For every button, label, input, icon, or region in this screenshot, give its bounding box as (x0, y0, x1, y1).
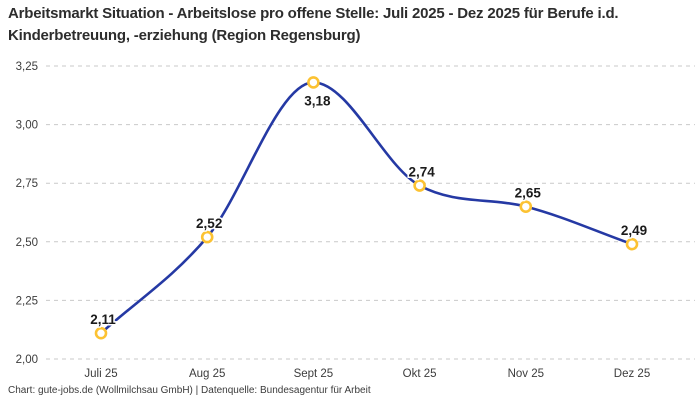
y-axis-tick-label: 3,00 (16, 120, 38, 132)
series-line (99, 81, 634, 335)
x-axis-tick-label: Okt 25 (403, 368, 437, 380)
data-point-label: 2,74 (408, 165, 435, 180)
data-point-label: 2,11 (90, 312, 116, 327)
y-axis-tick-label: 2,75 (16, 178, 38, 190)
attribution-footer: Chart: gute-jobs.de (Wollmilchsau GmbH) … (8, 385, 371, 396)
x-axis-tick-label: Juli 25 (84, 368, 117, 380)
data-point-marker (519, 200, 533, 213)
data-point-marker (307, 76, 320, 89)
x-axis-tick-label: Sept 25 (294, 368, 334, 380)
data-point-label: 2,65 (515, 186, 542, 201)
data-point-label: 3,18 (304, 93, 331, 108)
x-axis-tick-label: Dez 25 (614, 368, 650, 380)
y-axis-tick-label: 2,00 (16, 354, 38, 366)
data-point-marker (625, 237, 639, 251)
y-axis-tick-label: 3,25 (16, 61, 38, 73)
x-axis-tick-label: Aug 25 (189, 368, 225, 380)
data-point-label: 2,52 (196, 216, 222, 231)
data-point-label: 2,49 (621, 223, 647, 238)
chart-title: Arbeitsmarkt Situation - Arbeitslose pro… (8, 5, 619, 44)
y-axis-tick-label: 2,25 (16, 295, 38, 307)
data-point-marker (94, 326, 108, 340)
x-axis-tick-label: Nov 25 (508, 368, 544, 380)
y-axis-tick-label: 2,50 (16, 237, 38, 249)
data-point-marker (413, 179, 426, 192)
data-point-marker (200, 230, 214, 244)
